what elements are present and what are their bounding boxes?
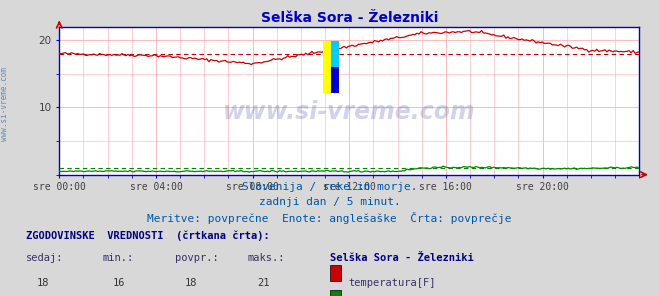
Text: temperatura[F]: temperatura[F]: [348, 278, 436, 288]
Text: ZGODOVINSKE  VREDNOSTI  (črtkana črta):: ZGODOVINSKE VREDNOSTI (črtkana črta):: [26, 231, 270, 241]
Title: Selška Sora - Železniki: Selška Sora - Železniki: [260, 12, 438, 25]
Text: 16: 16: [113, 278, 125, 288]
Bar: [331, 67, 339, 93]
Text: povpr.:: povpr.:: [175, 253, 218, 263]
Text: www.si-vreme.com: www.si-vreme.com: [0, 67, 9, 141]
Bar: [331, 41, 339, 67]
Text: 18: 18: [185, 278, 197, 288]
Text: Meritve: povprečne  Enote: anglešaške  Črta: povprečje: Meritve: povprečne Enote: anglešaške Črt…: [147, 212, 512, 224]
Bar: [323, 41, 331, 93]
Text: 21: 21: [258, 278, 270, 288]
Text: Slovenija / reke in morje.: Slovenija / reke in morje.: [242, 182, 417, 192]
Text: min.:: min.:: [102, 253, 133, 263]
Text: 18: 18: [37, 278, 49, 288]
Text: www.si-vreme.com: www.si-vreme.com: [223, 100, 476, 125]
Text: zadnji dan / 5 minut.: zadnji dan / 5 minut.: [258, 197, 401, 207]
Text: maks.:: maks.:: [247, 253, 285, 263]
Text: Selška Sora - Železniki: Selška Sora - Železniki: [330, 253, 473, 263]
Text: sedaj:: sedaj:: [26, 253, 64, 263]
